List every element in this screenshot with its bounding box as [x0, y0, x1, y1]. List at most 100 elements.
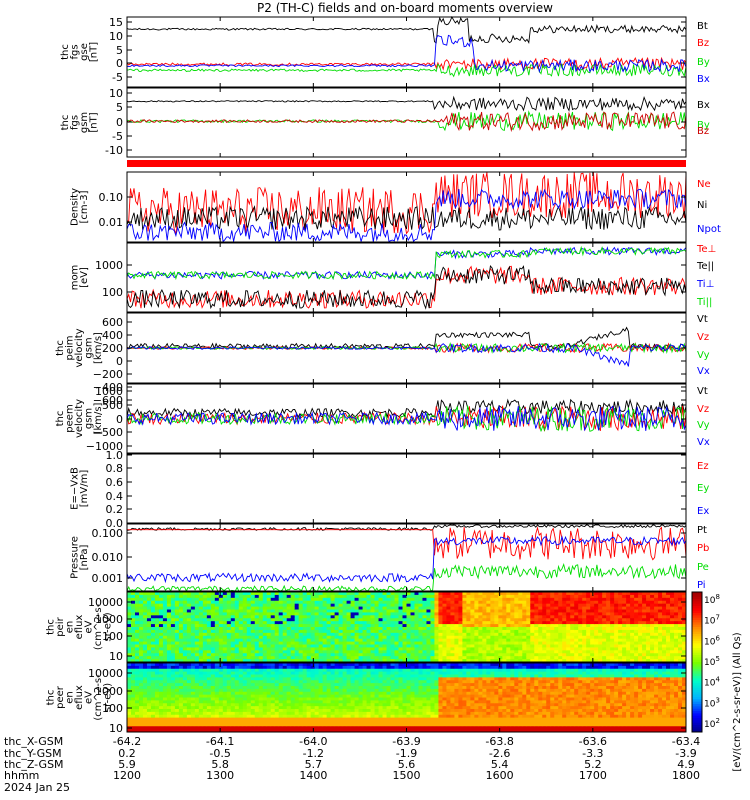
peir-eflux-cell	[150, 644, 156, 648]
peir-eflux-cell	[174, 618, 180, 622]
peir-eflux-cell	[278, 659, 284, 663]
peer-eflux-cell	[190, 717, 196, 722]
peir-eflux-cell	[530, 647, 535, 651]
peir-eflux-cell	[406, 627, 411, 631]
peer-eflux-cell	[306, 683, 312, 687]
peer-eflux-cell	[266, 697, 272, 701]
peir-eflux-cell	[426, 615, 431, 619]
peir-eflux-cell	[350, 629, 356, 634]
peir-eflux-cell	[622, 615, 627, 619]
peir-eflux-cell	[462, 612, 467, 616]
peir-eflux-cell	[414, 594, 419, 599]
peir-eflux-cell	[322, 641, 328, 645]
peir-eflux-cell	[642, 656, 647, 660]
peir-eflux-cell	[646, 618, 651, 622]
peer-eflux-cell	[246, 680, 252, 684]
peir-eflux-cell	[410, 627, 415, 631]
peir-eflux-cell	[430, 612, 435, 616]
peir-eflux-cell	[238, 650, 244, 654]
peir-eflux-cell	[218, 627, 224, 631]
peir-eflux-cell	[470, 624, 475, 628]
peir-eflux-cell	[218, 612, 224, 616]
peir-eflux-cell	[586, 659, 591, 663]
peer-eflux-cell	[202, 686, 208, 690]
peer-eflux-cell	[230, 668, 236, 673]
peer-eflux-cell	[334, 711, 340, 716]
peir-eflux-cell	[302, 638, 308, 643]
peer-eflux-cell	[127, 683, 132, 687]
peer-eflux-cell	[150, 706, 156, 710]
peir-eflux-cell	[262, 638, 268, 643]
peer-eflux-cell	[170, 663, 176, 667]
peer-eflux-cell	[202, 665, 208, 670]
peir-eflux-cell	[322, 647, 328, 651]
peer-eflux-cell	[182, 726, 188, 730]
peir-eflux-cell	[646, 647, 651, 651]
peir-eflux-cell	[502, 612, 507, 616]
peir-eflux-cell	[522, 647, 527, 651]
peir-eflux-cell	[674, 647, 679, 651]
peir-eflux-cell	[178, 638, 184, 643]
peer-eflux-cell	[330, 706, 336, 710]
peir-eflux-cell	[258, 615, 264, 619]
peer-eflux-cell	[234, 694, 240, 699]
peir-eflux-cell	[526, 603, 531, 608]
peir-eflux-cell	[258, 641, 264, 645]
peer-eflux-cell	[130, 709, 136, 713]
peir-eflux-cell	[406, 603, 411, 608]
peir-eflux-cell	[202, 615, 208, 619]
peir-eflux-cell	[186, 632, 192, 637]
peir-eflux-cell	[222, 606, 228, 610]
peir-eflux-cell	[174, 592, 180, 596]
peir-eflux-cell	[226, 606, 232, 610]
peir-eflux-cell	[634, 653, 639, 657]
peir-eflux-cell	[162, 632, 168, 637]
peer-eflux-cell	[230, 723, 236, 727]
peir-eflux-cell	[250, 609, 256, 613]
peer-eflux-cell	[330, 686, 336, 690]
peir-eflux-cell	[142, 592, 148, 596]
peer-eflux-cell	[218, 683, 224, 687]
peir-eflux-cell	[274, 615, 280, 619]
vel-peem-ytick-label: −1000	[86, 440, 123, 453]
peer-eflux-cell	[318, 694, 324, 699]
peer-eflux-cell	[254, 726, 260, 730]
peir-eflux-cell	[382, 618, 388, 622]
peir-eflux-cell	[506, 635, 511, 640]
peir-eflux-cell	[482, 653, 487, 657]
peir-eflux-cell	[446, 650, 451, 654]
peir-eflux-cell	[454, 629, 459, 634]
peir-eflux-cell	[590, 612, 595, 616]
peir-eflux-cell	[482, 641, 487, 645]
peir-eflux-cell	[642, 603, 647, 608]
peer-eflux-cell	[218, 671, 224, 676]
peir-eflux-cell	[678, 653, 683, 657]
peir-eflux-cell	[594, 624, 599, 628]
peir-eflux-cell	[650, 603, 655, 608]
pressure-legend-Pi: Pi	[697, 580, 706, 591]
vel-peim-ytick-label: −400	[93, 381, 123, 394]
peir-eflux-cell	[182, 600, 188, 605]
peir-eflux-cell	[127, 615, 132, 619]
peir-eflux-cell	[438, 647, 443, 651]
peir-eflux-cell	[474, 635, 479, 640]
peer-eflux-cell	[334, 683, 340, 687]
peir-eflux-cell	[302, 606, 308, 610]
peir-eflux-cell	[258, 638, 264, 643]
peer-eflux-cell	[246, 711, 252, 716]
peir-eflux-cell	[254, 621, 260, 625]
peir-eflux-cell	[146, 650, 152, 654]
peir-eflux-cell	[442, 609, 447, 613]
peer-eflux-cell	[146, 694, 152, 699]
peer-eflux-cell	[218, 677, 224, 681]
peir-eflux-cell	[478, 656, 483, 660]
peir-eflux-cell	[198, 609, 204, 613]
peir-eflux-cell	[194, 635, 200, 640]
peir-eflux-cell	[214, 609, 220, 613]
peir-eflux-cell	[562, 653, 567, 657]
peer-eflux-cell	[250, 694, 256, 699]
peir-eflux-cell	[190, 597, 196, 602]
peer-eflux-cell	[182, 717, 188, 722]
peir-eflux-cell	[482, 592, 487, 596]
peer-eflux-cell	[158, 726, 164, 730]
